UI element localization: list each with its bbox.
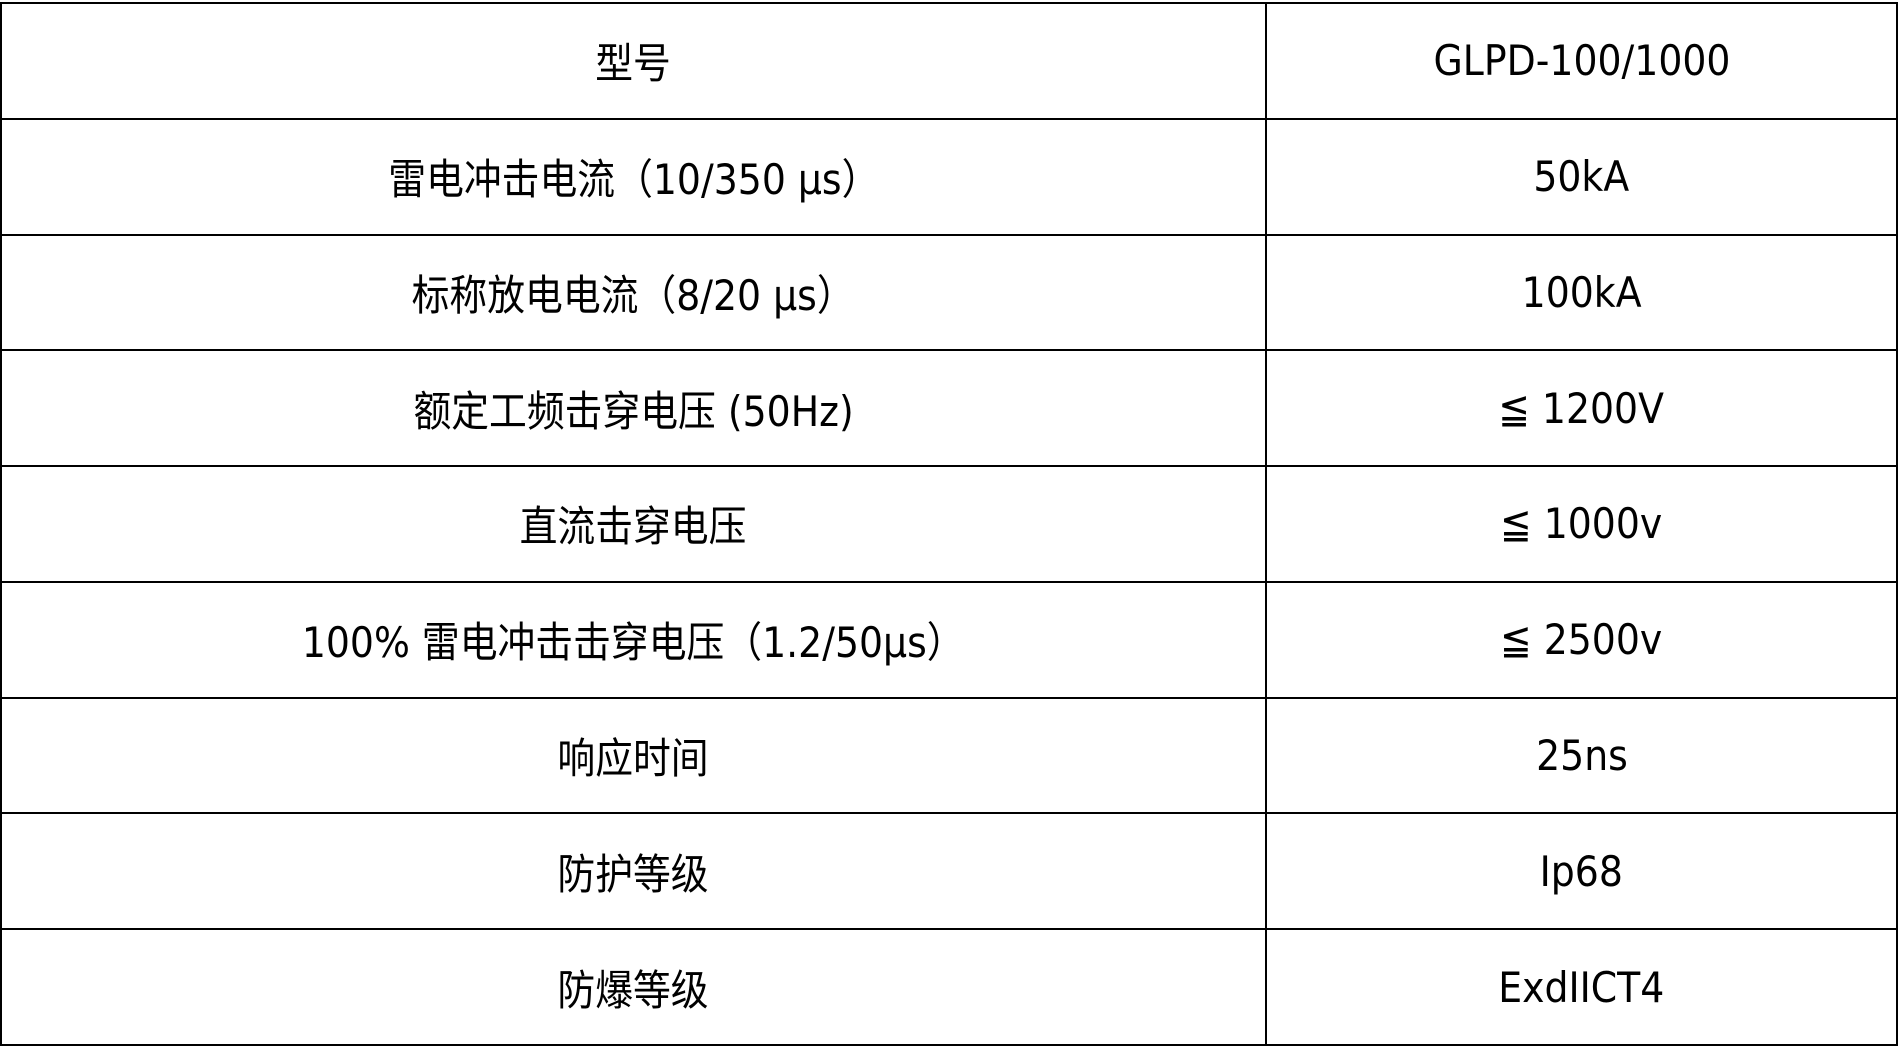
spec-value: ≦ 1200V [1498,383,1665,433]
spec-label-cell: 响应时间 [0,696,1267,815]
spec-label: 标称放电电流（8/20 μs） [411,270,856,320]
spec-label-cell: 额定工频击穿电压 (50Hz) [0,349,1267,468]
spec-value: 50kA [1533,152,1630,202]
spec-value-cell: 50kA [1265,117,1898,236]
spec-label-cell: 型号 [0,2,1267,120]
table-row: 直流击穿电压 ≦ 1000v [0,465,1898,583]
spec-value: 25ns [1535,730,1628,780]
spec-value-cell: ExdIICT4 [1265,928,1898,1046]
spec-value: ≦ 2500v [1500,615,1663,665]
spec-label-cell: 标称放电电流（8/20 μs） [0,233,1267,352]
spec-label: 雷电冲击电流（10/350 μs） [387,155,880,205]
spec-label: 100% 雷电冲击击穿电压（1.2/50μs） [302,618,965,668]
spec-label-cell: 雷电冲击电流（10/350 μs） [0,117,1267,236]
table-row: 额定工频击穿电压 (50Hz) ≦ 1200V [0,349,1898,468]
spec-value-cell: 100kA [1265,233,1898,352]
table-row: 雷电冲击电流（10/350 μs） 50kA [0,117,1898,236]
spec-value: Ip68 [1539,846,1624,896]
spec-label-cell: 直流击穿电压 [0,465,1267,583]
spec-label: 直流击穿电压 [520,502,747,552]
spec-label-cell: 100% 雷电冲击击穿电压（1.2/50μs） [0,580,1267,699]
table-row: 防护等级 Ip68 [0,812,1898,931]
spec-value: ExdIICT4 [1498,962,1665,1012]
spec-value-cell: ≦ 1000v [1265,465,1898,583]
spec-value-cell: 25ns [1265,696,1898,815]
spec-label-cell: 防爆等级 [0,928,1267,1046]
table-row: 响应时间 25ns [0,696,1898,815]
spec-value-cell: ≦ 2500v [1265,580,1898,699]
spec-value: 100kA [1521,267,1642,317]
spec-value: GLPD-100/1000 [1432,36,1730,86]
spec-label-cell: 防护等级 [0,812,1267,931]
spec-label: 额定工频击穿电压 (50Hz) [413,386,854,436]
table-row: 防爆等级 ExdIICT4 [0,928,1898,1046]
spec-value-cell: GLPD-100/1000 [1265,2,1898,120]
spec-value-cell: ≦ 1200V [1265,349,1898,468]
spec-value: ≦ 1000v [1500,499,1663,549]
table-row: 标称放电电流（8/20 μs） 100kA [0,233,1898,352]
spec-label: 响应时间 [557,733,710,783]
table-row: 型号 GLPD-100/1000 [0,2,1898,120]
table-row: 100% 雷电冲击击穿电压（1.2/50μs） ≦ 2500v [0,580,1898,699]
spec-value-cell: Ip68 [1265,812,1898,931]
spec-label: 防爆等级 [557,965,710,1015]
spec-label: 防护等级 [557,849,710,899]
spec-label: 型号 [595,39,672,89]
